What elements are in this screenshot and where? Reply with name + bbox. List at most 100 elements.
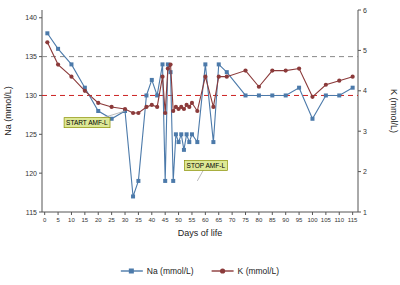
series-marker [160,75,164,79]
legend-marker [220,268,225,273]
series-marker [131,111,135,115]
series-marker [69,75,73,79]
legend-label: K (mmol/L) [238,266,280,276]
annotation-text: START AMF-L [66,119,108,126]
x-tick-label: 90 [282,217,289,223]
series-marker [136,179,140,183]
legend-marker [129,269,134,274]
series-marker [225,75,229,79]
x-tick-label: 10 [68,217,75,223]
series-marker [150,103,154,107]
series-marker [163,111,167,115]
y-tick [39,17,42,18]
y2-axis-line [358,10,359,212]
x-tick [125,212,126,215]
series-marker [166,66,170,70]
x-tick-label: 35 [135,217,142,223]
y2-tick [358,10,361,11]
series-marker [179,132,183,136]
y-tick [39,56,42,57]
x-tick [151,212,152,215]
annotation: STOP AMF-L [185,160,228,181]
series-marker [56,47,60,51]
x-tick [312,212,313,215]
y-axis-label: Na (mmol/L) [3,86,13,136]
y-tick [39,212,42,213]
series-line [47,33,352,196]
x-tick-label: 50 [175,217,182,223]
x-tick [232,212,233,215]
series-marker [211,105,215,109]
x-tick-label: 100 [307,217,318,223]
series-marker [96,101,100,105]
x-tick [285,212,286,215]
y-tick [39,134,42,135]
series-marker [310,95,314,99]
y2-tick [358,90,361,91]
x-tick [245,212,246,215]
x-tick [191,212,192,215]
x-tick [178,212,179,215]
series-marker [310,117,314,121]
x-axis-line [42,212,358,213]
x-tick [165,212,166,215]
x-tick [352,212,353,215]
y-tick-label: 135 [25,53,37,60]
series-marker [83,89,87,93]
x-tick-label: 80 [256,217,263,223]
annotation: START AMF-L [64,111,125,128]
x-tick [205,212,206,215]
legend-item: K (mmol/L) [212,266,280,276]
y2-tick-label: 1 [363,209,367,216]
series-marker [45,31,49,35]
annotations: START AMF-L STOP AMF-L [64,111,227,181]
y2-tick-label: 6 [363,7,367,14]
series-marker [284,69,288,73]
series-marker [324,93,328,97]
series-marker [131,194,135,198]
x-tick-label: 110 [334,217,344,223]
y2-tick-label: 2 [363,168,367,175]
series-marker [195,109,199,113]
y2-tick-label: 5 [363,47,367,54]
y-tick-label: 120 [25,170,37,177]
x-tick-label: 5 [56,217,60,223]
reference-line [42,56,358,57]
series-marker [190,132,194,136]
y-tick-label: 115 [26,209,37,216]
x-tick-label: 55 [189,217,196,223]
x-tick-label: 40 [148,217,155,223]
y-tick-label: 125 [25,131,37,138]
y-tick [39,95,42,96]
x-tick [299,212,300,215]
series-marker [244,93,248,97]
annotation-text: STOP AMF-L [187,162,226,169]
series-marker [177,140,181,144]
series-marker [171,109,175,113]
y2-tick [358,131,361,132]
series-marker [174,132,178,136]
series-marker [96,109,100,113]
series-marker [185,132,189,136]
x-tick [98,212,99,215]
series-marker [297,66,301,70]
x-tick-label: 60 [202,217,209,223]
x-tick [339,212,340,215]
series-marker [257,93,261,97]
series-marker [351,86,355,90]
x-tick [84,212,85,215]
series-marker [168,62,172,66]
x-tick-label: 85 [269,217,276,223]
y-tick-label: 140 [25,14,37,21]
series-marker [270,69,274,73]
series-marker [211,140,215,144]
series-marker [155,105,159,109]
x-tick-label: 45 [162,217,169,223]
y-tick [39,173,42,174]
series-marker [161,62,165,66]
series-marker [144,93,148,97]
x-axis-label: Days of life [178,228,223,238]
y2-axis-label: K (mmol/L) [389,89,399,133]
series-marker [171,179,175,183]
x-tick [325,212,326,215]
